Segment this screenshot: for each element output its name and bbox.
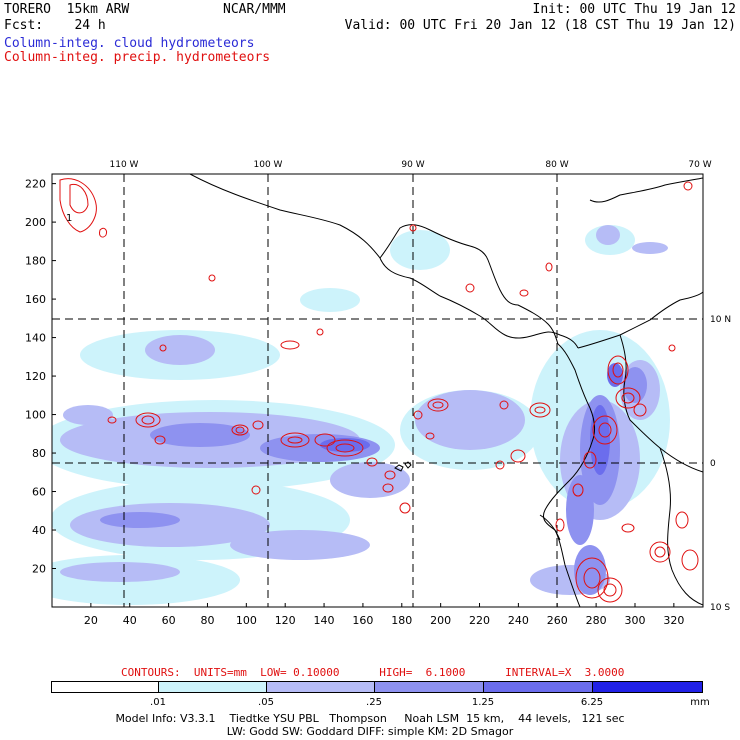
x-tick-label: 180: [391, 614, 412, 627]
lon-labels: 110 W 100 W 90 W 80 W 70 W: [110, 160, 712, 170]
hydrometeor-field: 1: [52, 174, 703, 607]
lon-label: 110 W: [110, 160, 139, 170]
colorbar-label: 1.25: [471, 697, 495, 708]
y-tick-label: 80: [32, 447, 46, 460]
x-tick-label: 60: [162, 614, 176, 627]
colorbar-segment: [483, 681, 593, 693]
x-tick-label: 160: [352, 614, 373, 627]
forecast-hour: Fcst: 24 h: [4, 18, 106, 33]
lon-label: 80 W: [545, 160, 568, 170]
lon-label: 100 W: [254, 160, 283, 170]
colorbar-label: 6.25: [580, 697, 604, 708]
x-tick-labels: 20 40 60 80 100 120 140 160 180 200 220 240 260 280 30…: [84, 603, 684, 627]
y-tick-label: 100: [25, 409, 46, 422]
y-tick-label: 140: [25, 332, 46, 345]
x-tick-label: 320: [663, 614, 684, 627]
y-tick-label: 40: [32, 524, 46, 537]
colorbar-unit: mm: [690, 697, 710, 708]
x-tick-label: 140: [314, 614, 335, 627]
precip-field-label: Column-integ. precip. hydrometeors: [4, 50, 271, 65]
x-tick-label: 220: [469, 614, 490, 627]
lat-label: 0: [710, 459, 716, 469]
colorbar-segment: [158, 681, 267, 693]
y-tick-label: 160: [25, 293, 46, 306]
init-time: Init: 00 UTC Thu 19 Jan 12: [532, 2, 737, 17]
lat-label: 10 S: [710, 603, 730, 613]
x-tick-label: 200: [430, 614, 451, 627]
colorbar-segment: [51, 681, 159, 693]
y-tick-label: 220: [25, 178, 46, 191]
contour-caption: CONTOURS: UNITS=mm LOW= 0.10000 HIGH= 6.…: [121, 666, 625, 679]
lat-labels: 10 N 0 10 S: [710, 315, 731, 613]
x-tick-label: 280: [586, 614, 607, 627]
y-tick-label: 60: [32, 486, 46, 499]
x-tick-label: 120: [275, 614, 296, 627]
cloud-field-label: Column-integ. cloud hydrometeors: [4, 36, 255, 51]
graticule: [52, 174, 703, 607]
y-tick-label: 120: [25, 370, 46, 383]
y-tick-label: 20: [32, 563, 46, 576]
plot-frame: [51, 173, 704, 608]
precip-contours: [59, 178, 699, 603]
contour-label: 1: [66, 213, 72, 224]
valid-time: Valid: 00 UTC Fri 20 Jan 12 (18 CST Thu …: [344, 18, 736, 33]
y-tick-labels: 20 40 60 80 100 120 140 160 180 200 220: [25, 178, 56, 576]
colorbar-label: .25: [366, 697, 382, 708]
heavy-cloud-areas: [100, 367, 647, 595]
lon-label: 70 W: [688, 160, 711, 170]
model-title: TORERO 15km ARW: [4, 2, 130, 17]
organization: NCAR/MMM: [223, 2, 286, 17]
x-tick-label: 80: [200, 614, 214, 627]
x-tick-label: 300: [624, 614, 645, 627]
colorbar-label: .01: [150, 697, 166, 708]
colorbar-label: .05: [258, 697, 274, 708]
x-tick-label: 260: [547, 614, 568, 627]
model-physics: LW: Godd SW: Goddard DIFF: simple KM: 2D…: [226, 725, 514, 738]
x-tick-label: 240: [508, 614, 529, 627]
model-info: Model Info: V3.3.1 Tiedtke YSU PBL Thomp…: [115, 712, 625, 725]
lon-label: 90 W: [401, 160, 424, 170]
lat-label: 10 N: [710, 315, 731, 325]
y-tick-label: 200: [25, 216, 46, 229]
x-tick-label: 40: [123, 614, 137, 627]
x-tick-label: 100: [236, 614, 257, 627]
colorbar-segment: [266, 681, 375, 693]
y-tick-label: 180: [25, 255, 46, 268]
x-tick-label: 20: [84, 614, 98, 627]
colorbar-segment: [374, 681, 484, 693]
colorbar-segment: [592, 681, 703, 693]
coastlines: [189, 174, 703, 607]
